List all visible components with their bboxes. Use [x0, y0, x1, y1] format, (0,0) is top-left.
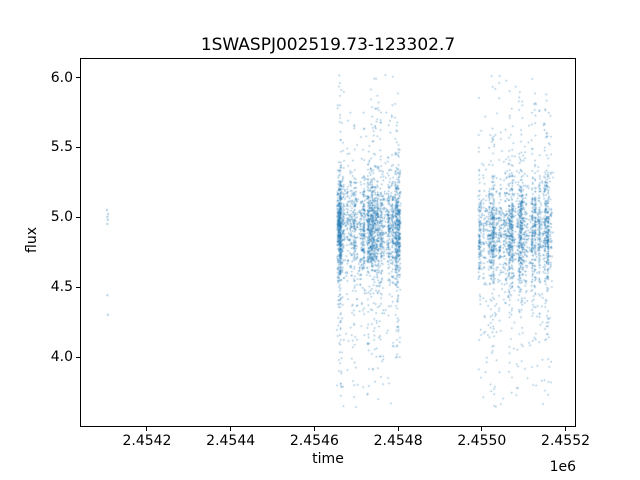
y-tick-mark [76, 216, 80, 218]
x-tick-label: 2.4550 [457, 433, 507, 449]
y-tick-label: 4.0 [50, 349, 73, 366]
x-tick-mark [146, 427, 148, 431]
x-tick-label: 2.4546 [289, 433, 339, 449]
x-tick-label: 2.4548 [373, 433, 423, 449]
x-tick-mark [481, 427, 483, 431]
y-tick-label: 6.0 [50, 69, 73, 86]
x-tick-label: 2.4544 [206, 433, 256, 449]
y-tick-mark [76, 286, 80, 288]
x-tick-label: 2.4552 [541, 433, 591, 449]
chart-title: 1SWASPJ002519.73-123302.7 [200, 35, 456, 55]
y-axis-label: flux [24, 227, 40, 253]
scatter-canvas [81, 59, 575, 426]
x-axis-offset-label: 1e6 [549, 459, 576, 475]
x-tick-mark [565, 427, 567, 431]
x-axis-label: time [312, 451, 344, 467]
y-tick-label: 4.5 [50, 279, 73, 296]
x-tick-label: 2.4542 [122, 433, 172, 449]
y-tick-mark [76, 146, 80, 148]
y-tick-mark [76, 356, 80, 358]
plot-area [80, 58, 576, 427]
x-tick-mark [397, 427, 399, 431]
x-tick-mark [230, 427, 232, 431]
y-tick-label: 5.0 [50, 209, 73, 226]
x-tick-mark [313, 427, 315, 431]
y-tick-mark [76, 77, 80, 79]
y-tick-label: 5.5 [50, 139, 73, 156]
